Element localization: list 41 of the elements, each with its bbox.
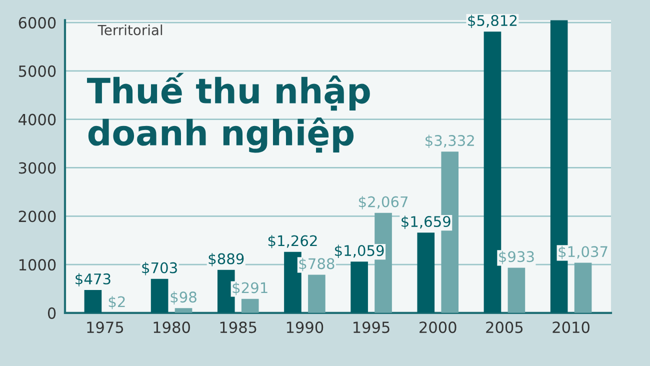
data-label: $3,332	[426, 134, 474, 148]
y-tick-label: 3000	[18, 162, 56, 174]
x-tick-label: 2000	[420, 322, 456, 334]
data-label: $1,037	[558, 246, 608, 260]
bar	[84, 290, 102, 313]
y-tick-label: 6000	[18, 17, 56, 29]
data-label: $98	[170, 291, 196, 305]
data-label: $933	[499, 250, 534, 264]
y-tick-label: 2000	[18, 210, 56, 222]
bar	[308, 274, 326, 313]
bar	[574, 262, 592, 313]
y-tick-label: 4000	[18, 114, 56, 126]
annotation: Territorial	[98, 24, 162, 36]
x-tick-label: 2010	[552, 322, 590, 334]
data-label: $1,659	[402, 216, 450, 229]
x-tick-label: 1975	[87, 322, 124, 334]
data-label: $2	[108, 296, 125, 310]
text: Thuế thu nhập doanh nghiệp	[87, 72, 370, 153]
data-label: $1,262	[268, 234, 317, 248]
x-tick-label: 1995	[354, 322, 390, 334]
y-tick-label: 1000	[19, 259, 56, 271]
bar	[417, 232, 435, 313]
y-tick-label: 0	[48, 307, 56, 319]
y-tick-label: 5000	[18, 65, 56, 77]
x-tick-label: 1990	[286, 322, 324, 334]
x-tick-label: 1980	[154, 322, 190, 334]
data-label: $889	[208, 253, 244, 266]
bar	[174, 308, 192, 313]
bar	[350, 262, 368, 313]
data-label: $291	[232, 282, 268, 296]
data-label: $788	[299, 258, 334, 272]
data-label: $5,812	[468, 14, 517, 28]
data-label: $703	[142, 262, 177, 276]
x-tick-label: 2005	[486, 322, 523, 334]
bar	[508, 268, 526, 313]
data-label: $1,059	[335, 244, 384, 258]
x-tick-label: 1985	[220, 322, 256, 334]
data-label: $2,067	[358, 196, 408, 210]
data-label: $473	[76, 273, 110, 286]
bar	[150, 278, 168, 313]
bar	[241, 298, 259, 313]
